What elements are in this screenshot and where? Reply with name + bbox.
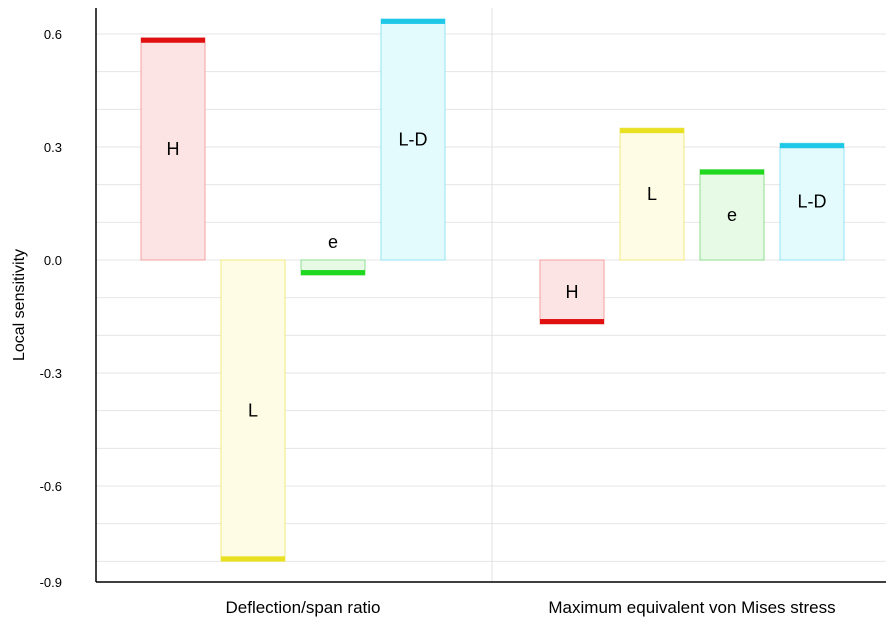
y-axis-title: Local sensitivity [11, 249, 28, 361]
bar-cap [780, 143, 844, 149]
bar-cap [141, 37, 205, 43]
bar-label: L-D [398, 129, 427, 149]
bar-label: L [248, 401, 258, 421]
bar-label: H [167, 139, 180, 159]
bars: H Le L-D H Le L-D [140, 18, 845, 562]
bar-label: L-D [797, 192, 826, 212]
bar-cap [620, 128, 684, 134]
bar-cap [381, 18, 445, 24]
bar-label: e [727, 205, 737, 225]
y-tick-label: 0.6 [44, 27, 62, 42]
bar-1-e [699, 169, 765, 261]
bar-0-L [220, 259, 286, 562]
bar-cap [221, 556, 285, 562]
bar-1-H [539, 259, 605, 325]
grid [96, 8, 886, 582]
y-tick-label: 0.3 [44, 140, 62, 155]
bar-cap [700, 169, 764, 175]
bar-label: e [328, 232, 338, 252]
bar-0-L-D [380, 18, 446, 261]
y-tick-label: -0.9 [40, 575, 62, 590]
y-tick-label: -0.6 [40, 479, 62, 494]
y-tick-label: 0.0 [44, 253, 62, 268]
x-group-label: Deflection/span ratio [226, 598, 381, 617]
bar-label: H [566, 282, 579, 302]
bar-0-H [140, 37, 206, 261]
x-group-label: Maximum equivalent von Mises stress [548, 598, 835, 617]
bar-cap [540, 319, 604, 325]
bar-cap [301, 270, 365, 276]
bar-label: L [647, 184, 657, 204]
bar-1-L-D [779, 142, 845, 261]
bar-1-L [619, 127, 685, 261]
axes: 0.6 0.3 0.0 -0.3 -0.6 -0.9 Deflection/span rat… [40, 8, 886, 617]
y-tick-label: -0.3 [40, 366, 62, 381]
